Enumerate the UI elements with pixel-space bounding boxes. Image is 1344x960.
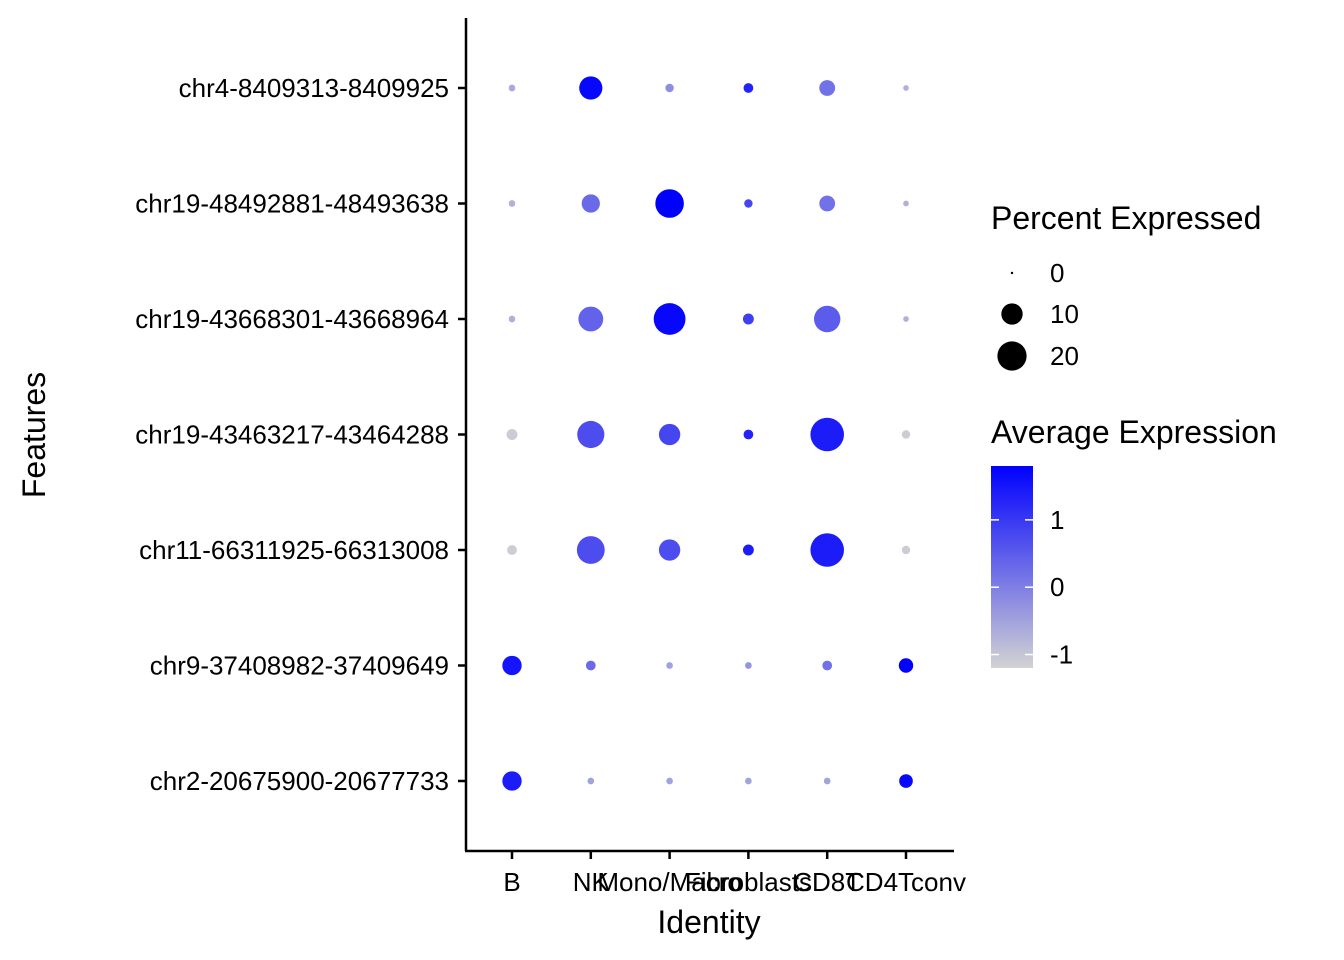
color-legend-label: -1 bbox=[1050, 640, 1073, 670]
dot-point bbox=[658, 539, 681, 561]
x-tick-label: NK bbox=[573, 867, 610, 897]
dot-point bbox=[508, 315, 516, 323]
y-tick-label: chr19-43668301-43668964 bbox=[135, 304, 449, 334]
size-legend-key bbox=[1010, 271, 1014, 275]
color-legend-title: Average Expression bbox=[991, 414, 1277, 450]
dot-point bbox=[502, 771, 522, 791]
dot-point bbox=[744, 199, 753, 208]
dot-point bbox=[655, 189, 684, 218]
x-tick-label: B bbox=[503, 867, 520, 897]
size-legend-label: 20 bbox=[1050, 341, 1079, 371]
dot-point bbox=[903, 200, 909, 207]
size-legend-key bbox=[1001, 303, 1023, 325]
size-legend-key bbox=[997, 341, 1027, 371]
size-legend-label: 10 bbox=[1050, 299, 1079, 329]
size-legend-label: 0 bbox=[1050, 258, 1064, 288]
dot-point bbox=[819, 195, 836, 212]
dot-point bbox=[653, 303, 686, 335]
dot-point bbox=[810, 533, 844, 567]
color-legend-label: 0 bbox=[1050, 572, 1064, 602]
dot-point bbox=[743, 429, 754, 440]
dot-point bbox=[823, 777, 831, 785]
dot-point bbox=[822, 660, 833, 671]
dot-point bbox=[742, 313, 754, 325]
dot-point bbox=[579, 76, 603, 100]
x-tick-label: CD4Tconv bbox=[846, 867, 966, 897]
dots-layer bbox=[502, 76, 914, 791]
color-legend-bar bbox=[991, 466, 1033, 668]
dot-point bbox=[810, 417, 844, 452]
dot-point bbox=[899, 774, 913, 788]
y-tick-label: chr4-8409313-8409925 bbox=[179, 73, 449, 103]
dot-point bbox=[901, 430, 911, 439]
size-legend-title: Percent Expressed bbox=[991, 200, 1261, 236]
x-tick-label: Fibroblasts bbox=[685, 867, 812, 897]
dot-point bbox=[745, 662, 752, 669]
x-tick-label: CD8T bbox=[793, 867, 861, 897]
dot-point bbox=[506, 429, 518, 440]
color-legend-label: 1 bbox=[1050, 505, 1064, 535]
dot-point bbox=[819, 80, 836, 96]
y-axis-title: Features bbox=[16, 372, 52, 498]
dot-point bbox=[507, 545, 517, 555]
dot-point bbox=[577, 420, 605, 449]
dot-point bbox=[665, 83, 674, 93]
dot-point bbox=[508, 84, 516, 92]
dot-point bbox=[576, 536, 605, 564]
dot-point bbox=[587, 777, 595, 785]
x-tick-label: Mono/Macro bbox=[597, 867, 742, 897]
dot-point bbox=[585, 660, 596, 671]
y-tick-label: chr19-43463217-43464288 bbox=[135, 420, 449, 450]
dot-point bbox=[666, 662, 673, 669]
dot-point bbox=[743, 83, 754, 93]
dot-point bbox=[898, 658, 914, 673]
dot-point bbox=[581, 194, 600, 213]
dot-point bbox=[901, 545, 911, 555]
y-tick-label: chr11-66311925-66313008 bbox=[139, 535, 449, 565]
size-legend: Percent Expressed 0 10 20 bbox=[991, 200, 1261, 371]
dot-point bbox=[745, 777, 752, 785]
color-legend: Average Expression 1 0 -1 bbox=[991, 414, 1277, 670]
y-tick-label: chr9-37408982-37409649 bbox=[150, 651, 449, 681]
dot-point bbox=[903, 316, 909, 322]
y-axis-ticks: chr4-8409313-8409925 chr19-48492881-48493… bbox=[135, 73, 466, 796]
x-axis-title: Identity bbox=[657, 904, 760, 940]
y-tick-label: chr19-48492881-48493638 bbox=[135, 189, 449, 219]
dot-point bbox=[903, 85, 909, 91]
y-tick-label: chr2-20675900-20677733 bbox=[150, 766, 449, 796]
dot-point bbox=[666, 777, 673, 785]
dot-point bbox=[814, 305, 841, 333]
dot-point bbox=[508, 200, 516, 207]
dot-point bbox=[658, 423, 681, 446]
dot-point bbox=[578, 306, 604, 332]
dot-point bbox=[742, 544, 754, 556]
dot-point bbox=[502, 655, 522, 676]
